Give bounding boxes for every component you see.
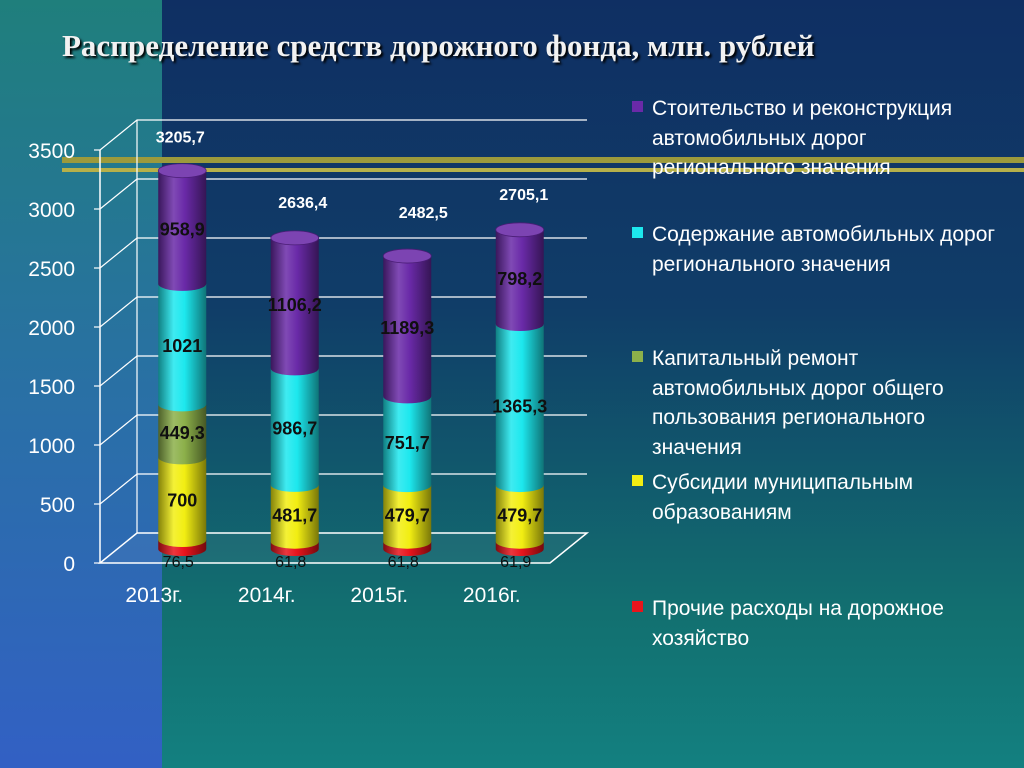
bar-2015г.-series-4 [383, 256, 432, 404]
data-label-2016г.-series-4: 798,2 [497, 269, 542, 289]
bar-2013г.-series-4 [158, 170, 207, 291]
page-title: Распределение средств дорожного фонда, м… [62, 28, 815, 63]
legend-label-2: Капитальный ремонт автомобильных дорог о… [652, 347, 944, 459]
y-tick-label-2000: 2000 [28, 317, 75, 340]
chart-floor [97, 532, 590, 564]
bar-2015г.-series-1 [383, 485, 432, 549]
data-label-2013г.-series-2: 449,3 [160, 423, 205, 443]
bar-2013г.-series-2 [158, 404, 207, 465]
legend-label-4: Прочие расходы на дорожное хозяйство [652, 597, 944, 650]
bar-cap-2013г. [157, 163, 207, 179]
bar-2015г.-series-3 [383, 396, 432, 493]
gridline-500 [99, 473, 587, 505]
bar-cap-2014г. [270, 230, 320, 246]
legend-label-0: Стоительство и реконструкция автомобильн… [652, 97, 953, 179]
gridline-1000 [99, 414, 587, 446]
y-tick-label-2500: 2500 [28, 258, 75, 281]
data-label-2014г.-series-4: 1106,2 [268, 295, 322, 315]
y-tick-label-1500: 1500 [28, 376, 75, 399]
bar-2014г.-series-1 [270, 484, 319, 549]
legend-swatch-1 [632, 227, 643, 238]
x-tick-label-2013г.: 2013г. [125, 584, 183, 607]
gridline-2000 [99, 296, 587, 328]
bar-2013г.-series-1 [158, 457, 207, 547]
background-left-panel [0, 0, 162, 768]
bar-2016г.-series-4 [495, 229, 544, 331]
data-label-2014г.-series-0: 61,8 [275, 554, 306, 571]
total-label-2015г.: 2482,5 [399, 205, 448, 222]
data-label-2015г.-series-1: 479,7 [385, 505, 430, 525]
bar-cap-2016г. [495, 222, 545, 238]
total-label-2014г.: 2636,4 [278, 195, 327, 212]
legend-label-1: Содержание автомобильных дорог региональ… [652, 223, 996, 276]
bar-2014г.-series-4 [270, 237, 319, 376]
decorative-band-top [62, 157, 1024, 163]
y-tick-label-1000: 1000 [28, 435, 75, 458]
total-label-2013г.: 3205,7 [156, 130, 205, 147]
legend-swatch-2 [632, 351, 643, 362]
x-tick-label-2015г.: 2015г. [350, 584, 408, 607]
legend-label-3: Субсидии муниципальным образованиям [652, 471, 914, 524]
bar-2013г.-series-3 [158, 283, 207, 412]
y-tick-label-500: 500 [40, 494, 75, 517]
legend-swatch-0 [632, 101, 643, 112]
data-label-2015г.-series-3: 751,7 [385, 433, 430, 453]
data-label-2015г.-series-4: 1189,3 [380, 318, 434, 338]
data-label-2014г.-series-1: 481,7 [272, 505, 317, 525]
data-label-2013г.-series-1: 700 [167, 491, 197, 511]
legend-swatch-3 [632, 475, 643, 486]
gridline-2500 [99, 237, 587, 269]
data-label-2013г.-series-3: 1021 [162, 336, 202, 356]
total-label-2016г.: 2705,1 [499, 187, 548, 204]
data-label-2013г.-series-4: 958,9 [160, 219, 205, 239]
x-tick-label-2016г.: 2016г. [463, 584, 521, 607]
decorative-band-bottom [62, 168, 1024, 172]
bar-cap-2015г. [382, 248, 432, 264]
x-tick-label-2014г.: 2014г. [238, 584, 296, 607]
bar-2014г.-series-3 [270, 368, 319, 492]
data-label-2016г.-series-3: 1365,3 [492, 397, 547, 417]
y-tick-label-0: 0 [63, 553, 75, 576]
data-label-2013г.-series-0: 76,5 [163, 554, 194, 571]
data-label-2016г.-series-0: 61,9 [500, 554, 531, 571]
gridline-3500 [99, 119, 587, 151]
y-tick-label-3500: 3500 [28, 140, 75, 163]
y-tick-label-3000: 3000 [28, 199, 75, 222]
data-label-2016г.-series-1: 479,7 [497, 505, 542, 525]
bar-2016г.-series-1 [495, 485, 544, 549]
gridline-3000 [99, 178, 587, 210]
bar-2016г.-series-3 [495, 323, 544, 493]
data-label-2014г.-series-3: 986,7 [272, 419, 317, 439]
legend-swatch-4 [632, 601, 643, 612]
data-label-2015г.-series-0: 61,8 [388, 554, 419, 571]
gridline-1500 [99, 355, 587, 387]
